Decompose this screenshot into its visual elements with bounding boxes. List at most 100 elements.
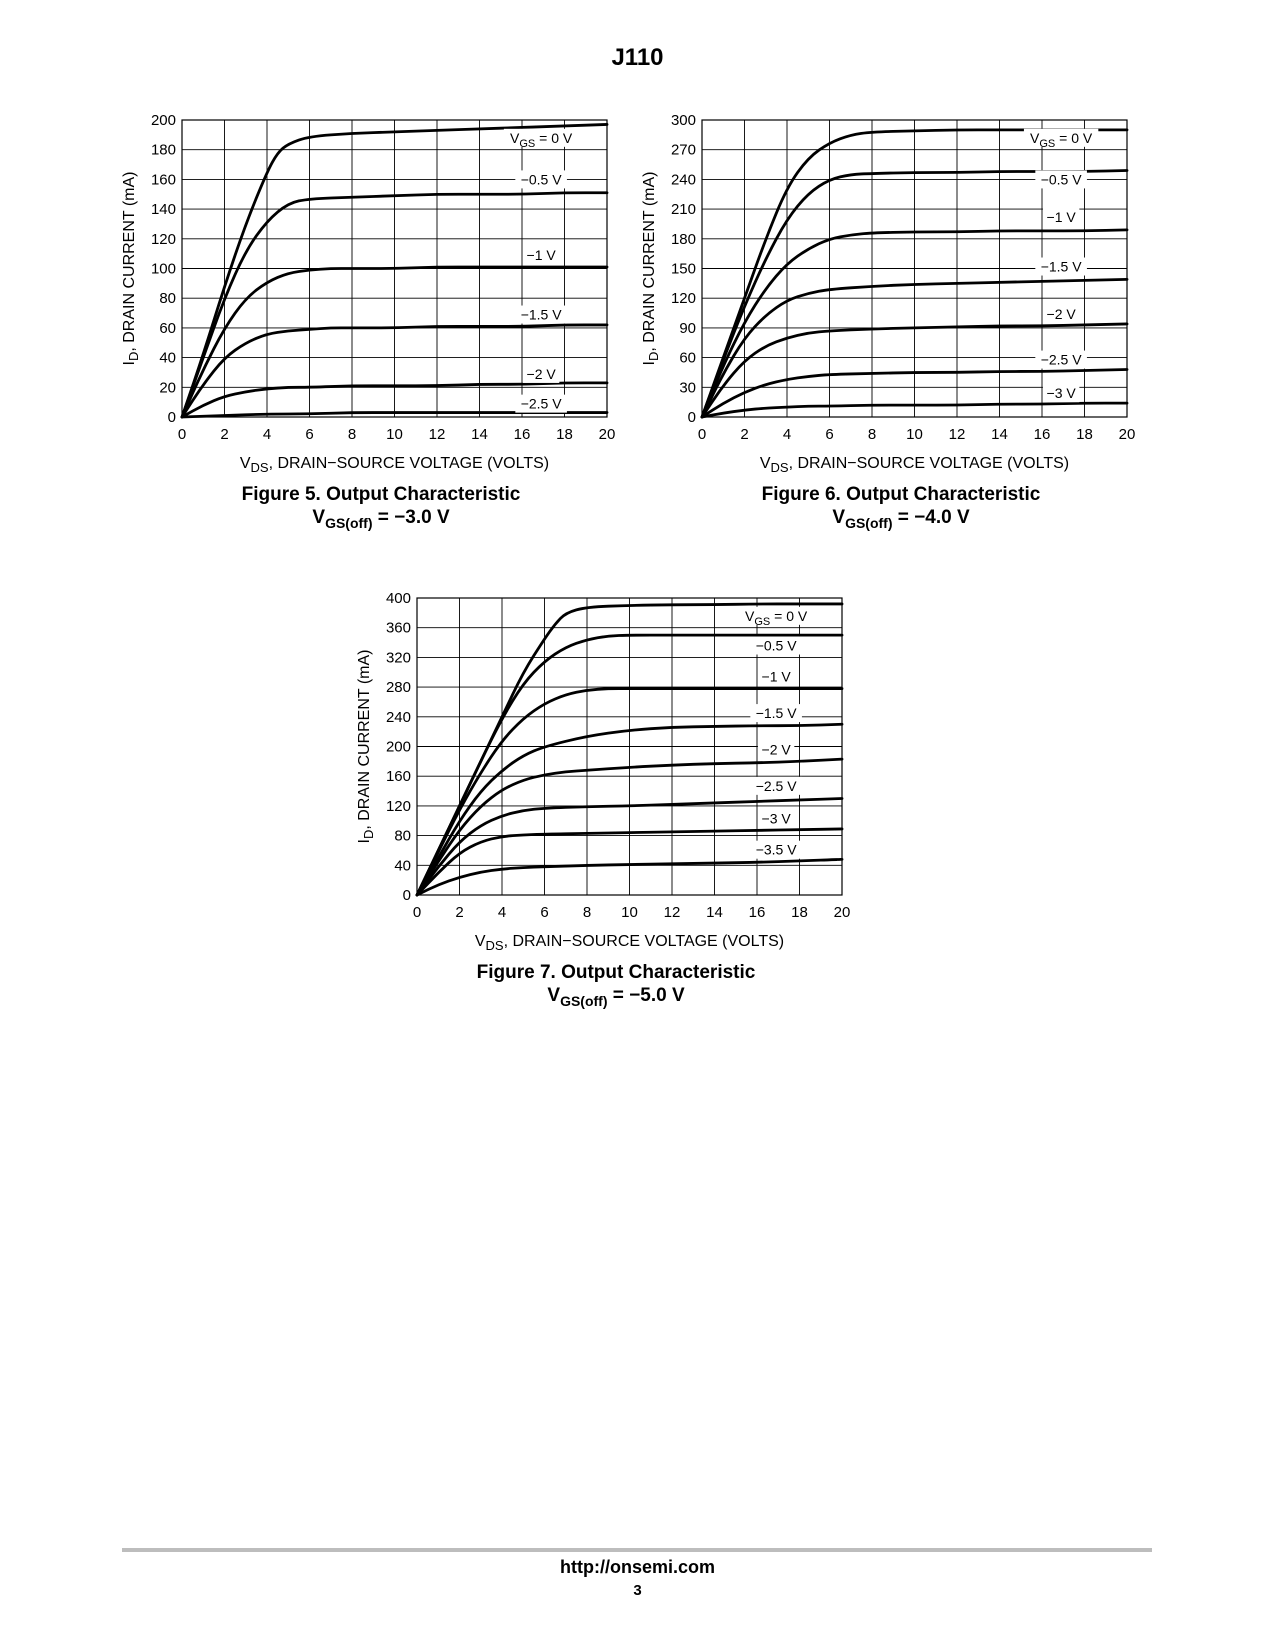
series-label-background (1042, 305, 1080, 324)
y-tick-label: 360 (386, 620, 411, 637)
series-label: VGS = 0 V (1030, 130, 1093, 150)
x-tick-label: 4 (498, 904, 506, 921)
x-tick-label: 12 (429, 426, 446, 443)
x-tick-label: 0 (698, 426, 706, 443)
x-tick-label: 20 (1119, 426, 1136, 443)
x-tick-label: 6 (305, 426, 313, 443)
series-label-background (503, 128, 579, 147)
series-line (700, 228, 1129, 419)
series-label-background (757, 667, 795, 686)
x-tick-label: 20 (834, 904, 851, 921)
series-line (415, 797, 844, 897)
y-tick-label: 210 (671, 201, 696, 218)
x-tick-label: 0 (178, 426, 186, 443)
y-tick-label: 180 (151, 142, 176, 159)
series-label-background (757, 809, 795, 828)
x-tick-label: 16 (514, 426, 531, 443)
footer-url[interactable]: http://onsemi.com (559, 1557, 715, 1577)
x-tick-label: 2 (220, 426, 228, 443)
x-axis-label: VDS, DRAIN−SOURCE VOLTAGE (VOLTS) (760, 455, 1069, 475)
y-tick-label: 0 (688, 409, 696, 426)
series-label-background (522, 246, 560, 265)
y-axis-label: ID, DRAIN CURRENT (mA) (121, 172, 141, 366)
series-label-background (757, 740, 795, 759)
y-tick-label: 150 (671, 261, 696, 278)
series-label: −2.5 V (521, 396, 563, 412)
y-tick-label: 160 (386, 768, 411, 785)
y-tick-label: 200 (151, 112, 176, 129)
series-label: −2 V (762, 741, 792, 757)
series-label: −0.5 V (1041, 171, 1083, 187)
series-label: −0.5 V (756, 638, 798, 654)
figure-5-title: Figure 5. Output Characteristic (241, 484, 521, 505)
series-label-background (750, 704, 802, 723)
x-axis-label: VDS, DRAIN−SOURCE VOLTAGE (VOLTS) (475, 933, 784, 953)
y-tick-label: 0 (168, 409, 176, 426)
series-label-background (515, 170, 567, 189)
x-tick-label: 8 (868, 426, 876, 443)
series-label: −1.5 V (521, 307, 563, 323)
y-tick-label: 120 (151, 231, 176, 248)
series-line (700, 277, 1129, 419)
x-tick-label: 8 (348, 426, 356, 443)
y-tick-label: 60 (159, 320, 176, 337)
y-tick-label: 240 (386, 709, 411, 726)
series-label-background (1042, 208, 1080, 227)
series-label: −1.5 V (756, 705, 798, 721)
series-label: −2 V (527, 366, 557, 382)
x-tick-label: 10 (621, 904, 638, 921)
x-tick-label: 14 (991, 426, 1008, 443)
x-tick-label: 6 (540, 904, 548, 921)
series-line (180, 265, 609, 419)
series-label: VGS = 0 V (510, 130, 573, 150)
figure-7-subtitle: VGS(off) = −5.0 V (547, 985, 685, 1009)
x-tick-label: 14 (706, 904, 723, 921)
series-label-background (1035, 170, 1087, 189)
x-tick-label: 14 (471, 426, 488, 443)
chart-svg: 0 2 4 6 8 10 12 14 16 18 2004080120160200240280320… (356, 590, 850, 953)
y-axis-label: ID, DRAIN CURRENT (mA) (641, 172, 661, 366)
series-line (700, 401, 1129, 419)
x-tick-label: 20 (599, 426, 616, 443)
figure-7-chart: 0 2 4 6 8 10 12 14 16 18 20 0 40 80 120 160 200 240 280 320… (355, 583, 850, 963)
plot-frame (701, 119, 1128, 418)
chart-svg: 0 2 4 6 8 10 12 14 16 18 20 0 30 60 90 120 150 180 210 240 2… (641, 112, 1135, 475)
y-tick-label: 180 (671, 231, 696, 248)
series-line (180, 123, 609, 419)
y-tick-label: 40 (159, 350, 176, 367)
figure-7-title: Figure 7. Output Characteristic (476, 962, 756, 983)
figure-6-caption: Figure 6. Output Characteristic VGS(off)… (696, 483, 1106, 535)
series-line (180, 323, 609, 419)
x-tick-label: 18 (556, 426, 573, 443)
x-tick-label: 10 (386, 426, 403, 443)
y-axis-label: ID, DRAIN CURRENT (mA) (356, 650, 376, 844)
series-label: VGS = 0 V (745, 608, 808, 628)
series-label-background (1035, 257, 1087, 276)
series-label: −1.5 V (1041, 259, 1083, 275)
series-label: −3.5 V (756, 842, 798, 858)
figure-7-caption: Figure 7. Output Characteristic VGS(off)… (411, 961, 821, 1013)
y-tick-label: 240 (671, 171, 696, 188)
series-line (415, 633, 844, 897)
y-tick-label: 40 (394, 857, 411, 874)
series-label: −2.5 V (1041, 352, 1083, 368)
y-tick-label: 300 (671, 112, 696, 129)
figure-6-subtitle: VGS(off) = −4.0 V (832, 507, 970, 531)
y-tick-label: 120 (386, 798, 411, 815)
x-tick-label: 16 (1034, 426, 1051, 443)
x-axis-label: VDS, DRAIN−SOURCE VOLTAGE (VOLTS) (240, 455, 549, 475)
figure-6-title: Figure 6. Output Characteristic (761, 484, 1041, 505)
series-line (415, 757, 844, 897)
y-tick-label: 160 (151, 171, 176, 188)
plot-frame (181, 119, 608, 418)
x-tick-label: 16 (749, 904, 766, 921)
y-tick-label: 90 (679, 320, 696, 337)
figure-5-caption: Figure 5. Output Characteristic VGS(off)… (176, 483, 586, 535)
x-tick-label: 10 (906, 426, 923, 443)
x-tick-label: 4 (783, 426, 791, 443)
y-tick-label: 270 (671, 142, 696, 159)
x-tick-label: 2 (740, 426, 748, 443)
x-tick-label: 12 (949, 426, 966, 443)
series-label-background (1023, 128, 1099, 147)
series-label: −1 V (762, 669, 792, 685)
